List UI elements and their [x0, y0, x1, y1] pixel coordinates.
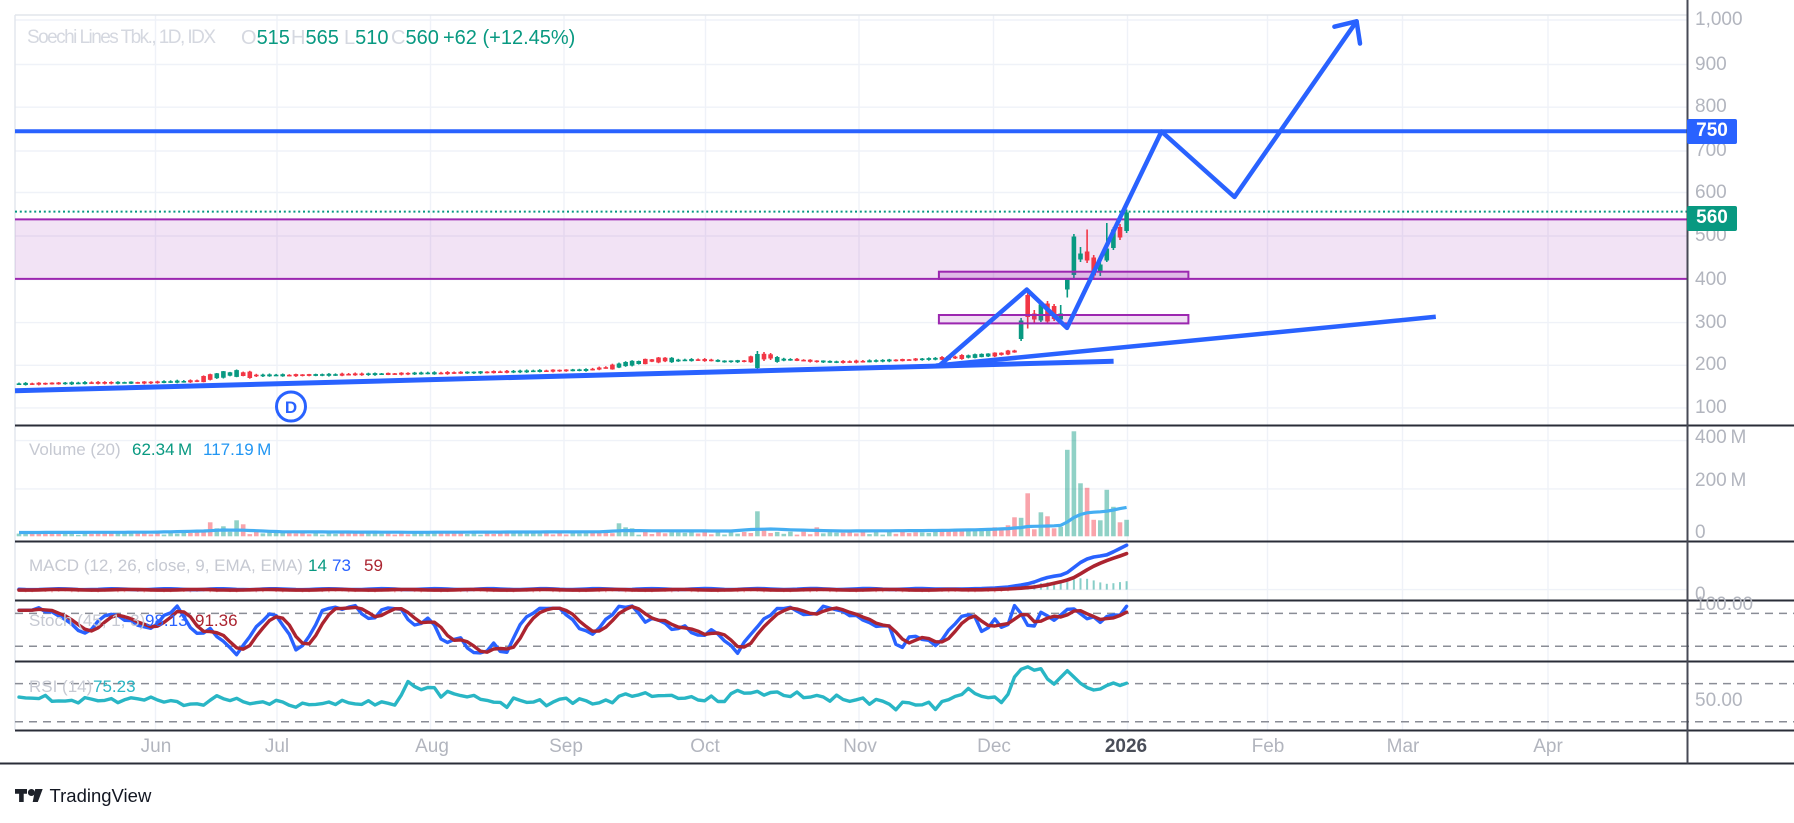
svg-text:D: D [285, 398, 297, 417]
